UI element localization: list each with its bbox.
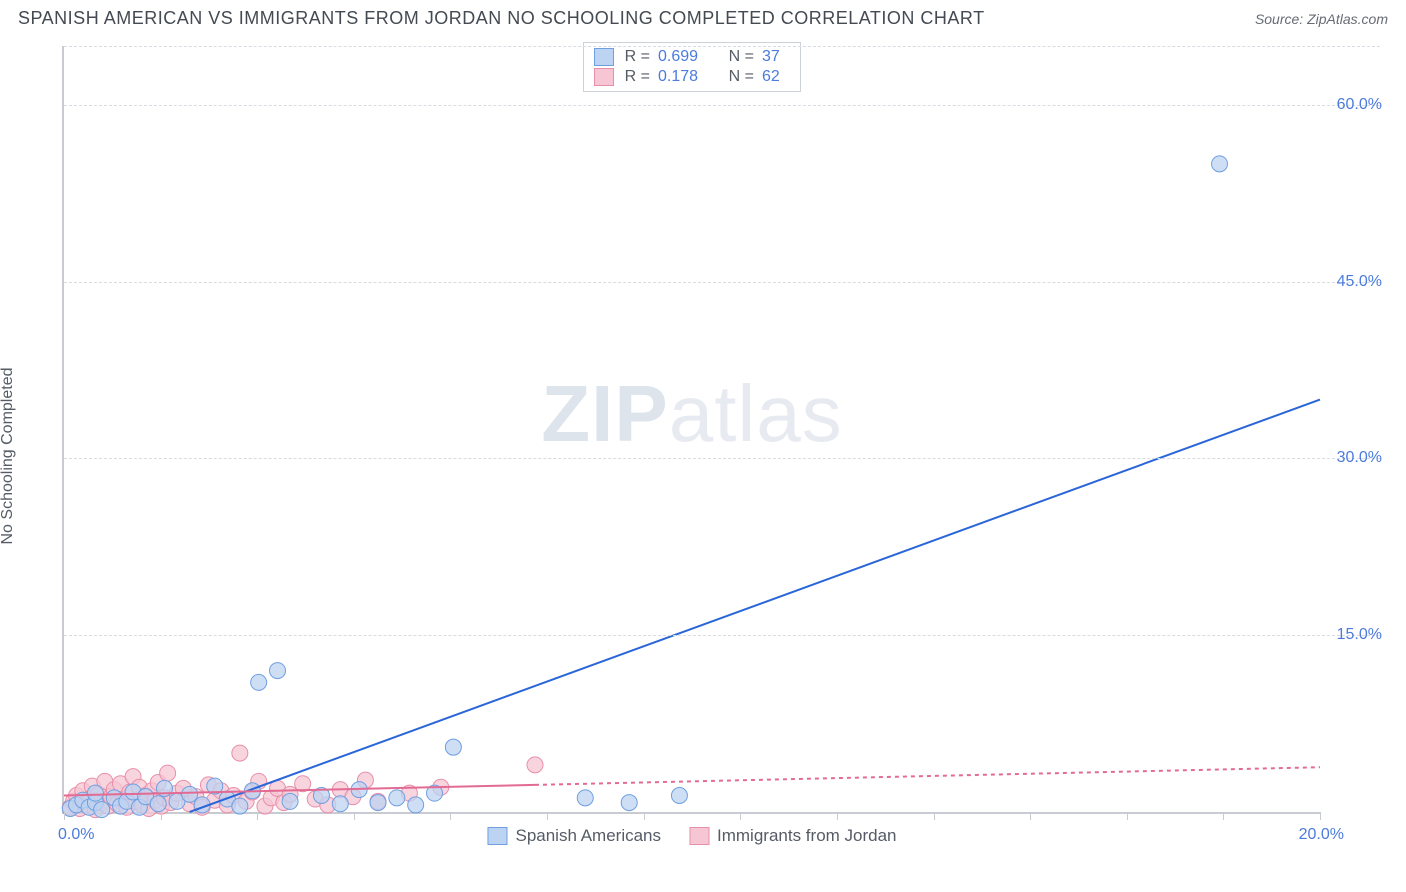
- plot-region: ZIPatlas R = 0.699 N = 37 R = 0.178 N = …: [62, 46, 1320, 814]
- legend-item-jordan: Immigrants from Jordan: [689, 826, 897, 846]
- swatch-jordan: [594, 68, 614, 86]
- point-spanish: [621, 795, 637, 811]
- x-tick: [837, 812, 838, 820]
- correlation-row-jordan: R = 0.178 N = 62: [594, 67, 790, 87]
- scatter-svg: [64, 46, 1320, 812]
- point-spanish: [370, 795, 386, 811]
- y-tick-label: 15.0%: [1337, 626, 1382, 644]
- point-spanish: [270, 663, 286, 679]
- x-tick: [1320, 812, 1321, 820]
- x-min-label: 0.0%: [58, 826, 94, 844]
- point-spanish: [182, 786, 198, 802]
- x-tick: [354, 812, 355, 820]
- legend-label-spanish: Spanish Americans: [515, 826, 661, 846]
- x-tick: [1127, 812, 1128, 820]
- y-axis-label: No Schooling Completed: [0, 368, 17, 545]
- point-spanish: [94, 802, 110, 818]
- chart-area: No Schooling Completed ZIPatlas R = 0.69…: [18, 38, 1388, 874]
- x-tick: [161, 812, 162, 820]
- swatch-spanish: [487, 827, 507, 845]
- x-tick: [547, 812, 548, 820]
- x-max-label: 20.0%: [1299, 826, 1344, 844]
- chart-header: SPANISH AMERICAN VS IMMIGRANTS FROM JORD…: [0, 0, 1406, 33]
- point-jordan: [232, 745, 248, 761]
- point-spanish: [332, 796, 348, 812]
- chart-title: SPANISH AMERICAN VS IMMIGRANTS FROM JORD…: [18, 8, 985, 29]
- y-tick-label: 60.0%: [1337, 96, 1382, 114]
- gridline: [64, 635, 1380, 636]
- trend-spanish: [190, 400, 1320, 812]
- n-value-jordan: 62: [762, 68, 790, 86]
- point-jordan: [160, 765, 176, 781]
- gridline: [64, 105, 1380, 106]
- swatch-jordan: [689, 827, 709, 845]
- legend-label-jordan: Immigrants from Jordan: [717, 826, 897, 846]
- gridline: [64, 46, 1380, 47]
- x-tick: [934, 812, 935, 820]
- series-legend: Spanish Americans Immigrants from Jordan: [487, 826, 896, 846]
- source-prefix: Source:: [1255, 11, 1307, 27]
- n-label: N =: [724, 68, 754, 86]
- x-tick: [1030, 812, 1031, 820]
- legend-item-spanish: Spanish Americans: [487, 826, 661, 846]
- source-name: ZipAtlas.com: [1307, 11, 1388, 27]
- r-label: R =: [622, 68, 650, 86]
- point-spanish: [282, 793, 298, 809]
- gridline: [64, 458, 1380, 459]
- x-tick: [740, 812, 741, 820]
- correlation-row-spanish: R = 0.699 N = 37: [594, 47, 790, 67]
- y-tick-label: 45.0%: [1337, 273, 1382, 291]
- n-label: N =: [724, 48, 754, 66]
- y-tick-label: 30.0%: [1337, 449, 1382, 467]
- x-tick: [64, 812, 65, 820]
- point-spanish: [389, 790, 405, 806]
- point-spanish: [1212, 156, 1228, 172]
- trend-jordan-dashed: [535, 767, 1320, 785]
- chart-source: Source: ZipAtlas.com: [1255, 11, 1388, 27]
- point-spanish: [671, 788, 687, 804]
- x-tick: [1223, 812, 1224, 820]
- n-value-spanish: 37: [762, 48, 790, 66]
- gridline: [64, 282, 1380, 283]
- x-tick: [644, 812, 645, 820]
- x-tick: [257, 812, 258, 820]
- r-value-spanish: 0.699: [658, 48, 716, 66]
- point-spanish: [150, 796, 166, 812]
- point-spanish: [251, 674, 267, 690]
- x-tick: [450, 812, 451, 820]
- point-spanish: [232, 798, 248, 814]
- r-value-jordan: 0.178: [658, 68, 716, 86]
- point-spanish: [408, 797, 424, 813]
- r-label: R =: [622, 48, 650, 66]
- point-spanish: [445, 739, 461, 755]
- correlation-legend: R = 0.699 N = 37 R = 0.178 N = 62: [583, 42, 801, 92]
- swatch-spanish: [594, 48, 614, 66]
- point-spanish: [87, 785, 103, 801]
- point-spanish: [577, 790, 593, 806]
- point-jordan: [527, 757, 543, 773]
